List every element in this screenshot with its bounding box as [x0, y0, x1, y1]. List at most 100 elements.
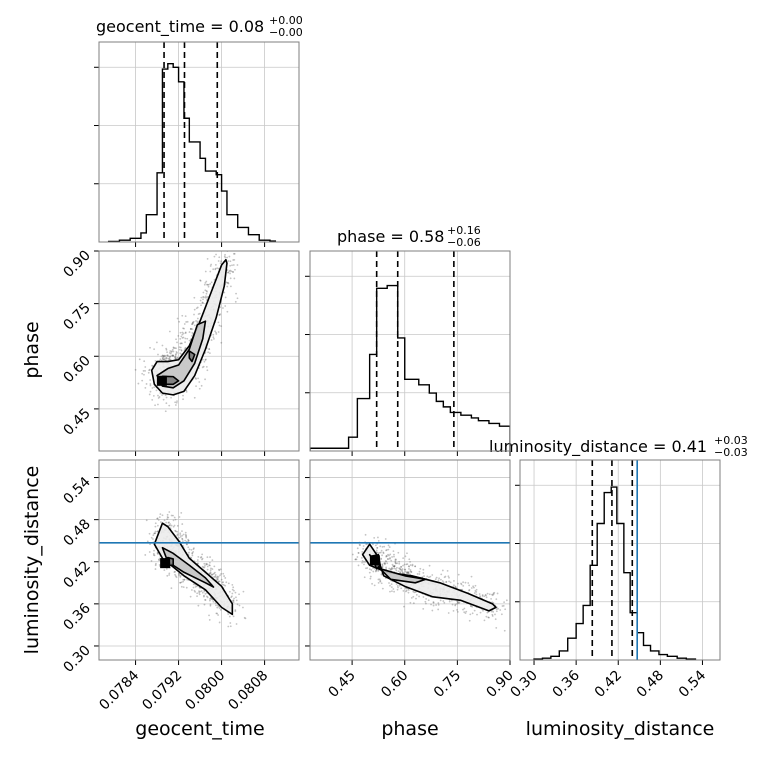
scatter-geocent-time-vs-phase-sample-point [191, 331, 194, 334]
scatter-geocent-time-vs-phase-sample-point [192, 322, 194, 325]
scatter-geocent-time-vs-luminosity-distance-sample-point [187, 538, 190, 541]
scatter-geocent-time-vs-luminosity-distance-frame [98, 459, 300, 661]
scatter-phase-vs-luminosity-distance-sample-point [362, 548, 365, 550]
scatter-geocent-time-vs-luminosity-distance-sample-point [188, 551, 190, 554]
scatter-phase-vs-luminosity-distance-sample-point [409, 570, 412, 573]
scatter-geocent-time-vs-luminosity-distance-sample-point [156, 524, 159, 527]
scatter-geocent-time-vs-luminosity-distance-sample-point [186, 578, 189, 581]
scatter-geocent-time-vs-luminosity-distance-sample-point [168, 511, 171, 513]
scatter-phase-vs-luminosity-distance-sample-point [504, 608, 507, 611]
scatter-phase-vs-luminosity-distance-sample-point [385, 554, 388, 557]
scatter-phase-vs-luminosity-distance-sample-point [371, 582, 373, 585]
scatter-geocent-time-vs-phase-sample-point [222, 307, 224, 309]
scatter-geocent-time-vs-phase-frame [98, 250, 300, 452]
scatter-phase-vs-luminosity-distance-sample-point [380, 557, 383, 560]
scatter-phase-vs-luminosity-distance-sample-point [373, 584, 376, 587]
scatter-geocent-time-vs-luminosity-distance-sample-point [156, 552, 159, 555]
scatter-geocent-time-vs-phase-sample-point [164, 410, 167, 413]
scatter-geocent-time-vs-phase-sample-point [183, 348, 186, 351]
scatter-geocent-time-vs-phase-sample-point [162, 398, 165, 401]
scatter-geocent-time-vs-phase-sample-point [197, 313, 200, 315]
scatter-geocent-time-vs-luminosity-distance-sample-point [174, 530, 177, 533]
scatter-geocent-time-vs-phase-sample-point [134, 368, 137, 371]
scatter-geocent-time-vs-phase-sample-point [174, 355, 177, 358]
scatter-geocent-time-vs-luminosity-distance-sample-point [231, 588, 234, 591]
scatter-geocent-time-vs-phase-sample-point [212, 336, 215, 339]
scatter-geocent-time-vs-luminosity-distance-sample-point [169, 523, 172, 525]
scatter-geocent-time-vs-luminosity-distance-sample-point [159, 521, 162, 523]
scatter-geocent-time-vs-luminosity-distance-sample-point [209, 603, 212, 606]
scatter-phase-vs-luminosity-distance-sample-point [404, 568, 407, 571]
scatter-geocent-time-vs-luminosity-distance-sample-point [181, 523, 184, 525]
scatter-geocent-time-vs-phase-content [134, 251, 239, 413]
scatter-geocent-time-vs-phase-contour [150, 258, 228, 396]
scatter-geocent-time-vs-luminosity-distance-sample-point [189, 556, 192, 559]
scatter-geocent-time-vs-phase-sample-point [154, 359, 157, 362]
scatter-geocent-time-vs-phase-sample-point [184, 346, 187, 349]
scatter-phase-vs-luminosity-distance-sample-point [491, 615, 494, 617]
scatter-geocent-time-vs-phase-sample-point [185, 390, 188, 393]
scatter-phase-vs-luminosity-distance-sample-point [449, 581, 452, 584]
scatter-geocent-time-vs-luminosity-distance-sample-point [234, 609, 237, 611]
scatter-geocent-time-vs-luminosity-distance-sample-point [196, 592, 199, 595]
scatter-geocent-time-vs-phase-sample-point [170, 350, 173, 353]
scatter-geocent-time-vs-phase-sample-point [172, 346, 175, 349]
scatter-geocent-time-vs-luminosity-distance-xtick-label: 0.0792 [139, 668, 185, 714]
scatter-phase-vs-luminosity-distance-sample-point [357, 551, 360, 554]
scatter-geocent-time-vs-phase-sample-point [164, 357, 166, 360]
scatter-phase-vs-luminosity-distance-sample-point [446, 570, 449, 572]
scatter-geocent-time-vs-phase-sample-point [225, 281, 228, 284]
hist-luminosity-distance-xtick-label: 0.36 [550, 667, 583, 700]
scatter-phase-vs-luminosity-distance-sample-point [431, 574, 434, 576]
scatter-geocent-time-vs-phase-sample-point [153, 386, 156, 389]
scatter-geocent-time-vs-phase-sample-point [169, 355, 172, 358]
scatter-phase-vs-luminosity-distance-sample-point [473, 609, 476, 612]
ylabel-phase: phase [21, 321, 43, 378]
scatter-geocent-time-vs-phase-sample-point [168, 351, 171, 354]
scatter-geocent-time-vs-luminosity-distance-sample-point [222, 572, 225, 575]
scatter-geocent-time-vs-luminosity-distance-sample-point [179, 581, 181, 584]
scatter-geocent-time-vs-phase-sample-point [161, 354, 164, 357]
scatter-phase-vs-luminosity-distance-sample-point [396, 585, 399, 587]
scatter-geocent-time-vs-phase-sample-point [174, 356, 177, 359]
scatter-geocent-time-vs-luminosity-distance-sample-point [189, 595, 192, 598]
scatter-geocent-time-vs-luminosity-distance-ytick-label: 0.48 [60, 516, 93, 549]
scatter-geocent-time-vs-phase-sample-point [137, 382, 140, 385]
scatter-geocent-time-vs-luminosity-distance-sample-point [155, 562, 157, 565]
scatter-phase-vs-luminosity-distance-sample-point [388, 557, 391, 560]
scatter-geocent-time-vs-luminosity-distance-sample-point [212, 600, 215, 603]
scatter-geocent-time-vs-phase-sample-point [195, 320, 197, 322]
scatter-phase-vs-luminosity-distance-sample-point [470, 575, 473, 578]
scatter-geocent-time-vs-luminosity-distance-sample-point [181, 530, 183, 533]
scatter-geocent-time-vs-luminosity-distance-sample-point [170, 587, 173, 590]
scatter-phase-vs-luminosity-distance-sample-point [390, 568, 393, 570]
scatter-geocent-time-vs-phase-sample-point [207, 285, 210, 288]
scatter-geocent-time-vs-phase-sample-point [193, 296, 196, 299]
scatter-phase-vs-luminosity-distance-sample-point [390, 568, 392, 571]
scatter-phase-vs-luminosity-distance-sample-point [463, 607, 466, 610]
title-geocent-time: geocent_time = 0.08 [96, 17, 264, 37]
scatter-geocent-time-vs-phase-sample-point [206, 283, 208, 286]
scatter-phase-vs-luminosity-distance-sample-point [442, 581, 445, 584]
scatter-geocent-time-vs-luminosity-distance-sample-point [181, 538, 184, 541]
scatter-geocent-time-vs-luminosity-distance-sample-point [190, 557, 193, 559]
scatter-geocent-time-vs-phase-sample-point [188, 331, 191, 333]
scatter-geocent-time-vs-luminosity-distance-sample-point [214, 602, 217, 604]
scatter-phase-vs-luminosity-distance-sample-point [502, 604, 505, 607]
scatter-geocent-time-vs-phase-sample-point [170, 396, 172, 399]
scatter-phase-vs-luminosity-distance-sample-point [389, 553, 392, 556]
scatter-geocent-time-vs-phase-sample-point [229, 260, 232, 263]
scatter-geocent-time-vs-luminosity-distance-sample-point [201, 591, 204, 594]
scatter-geocent-time-vs-luminosity-distance-sample-point [201, 553, 204, 556]
scatter-geocent-time-vs-luminosity-distance-sample-point [179, 576, 182, 578]
scatter-geocent-time-vs-luminosity-distance-sample-point [216, 606, 219, 609]
scatter-phase-vs-luminosity-distance-sample-point [467, 582, 470, 584]
scatter-phase-vs-luminosity-distance-sample-point [402, 557, 405, 559]
scatter-geocent-time-vs-luminosity-distance-sample-point [218, 621, 221, 624]
scatter-phase-vs-luminosity-distance-sample-point [399, 567, 401, 570]
scatter-phase-vs-luminosity-distance-sample-point [454, 585, 457, 588]
scatter-phase-vs-luminosity-distance-sample-point [422, 596, 425, 598]
scatter-geocent-time-vs-phase-sample-point [177, 335, 180, 337]
scatter-geocent-time-vs-luminosity-distance-sample-point [191, 551, 194, 554]
scatter-phase-vs-luminosity-distance-sample-point [398, 567, 400, 570]
